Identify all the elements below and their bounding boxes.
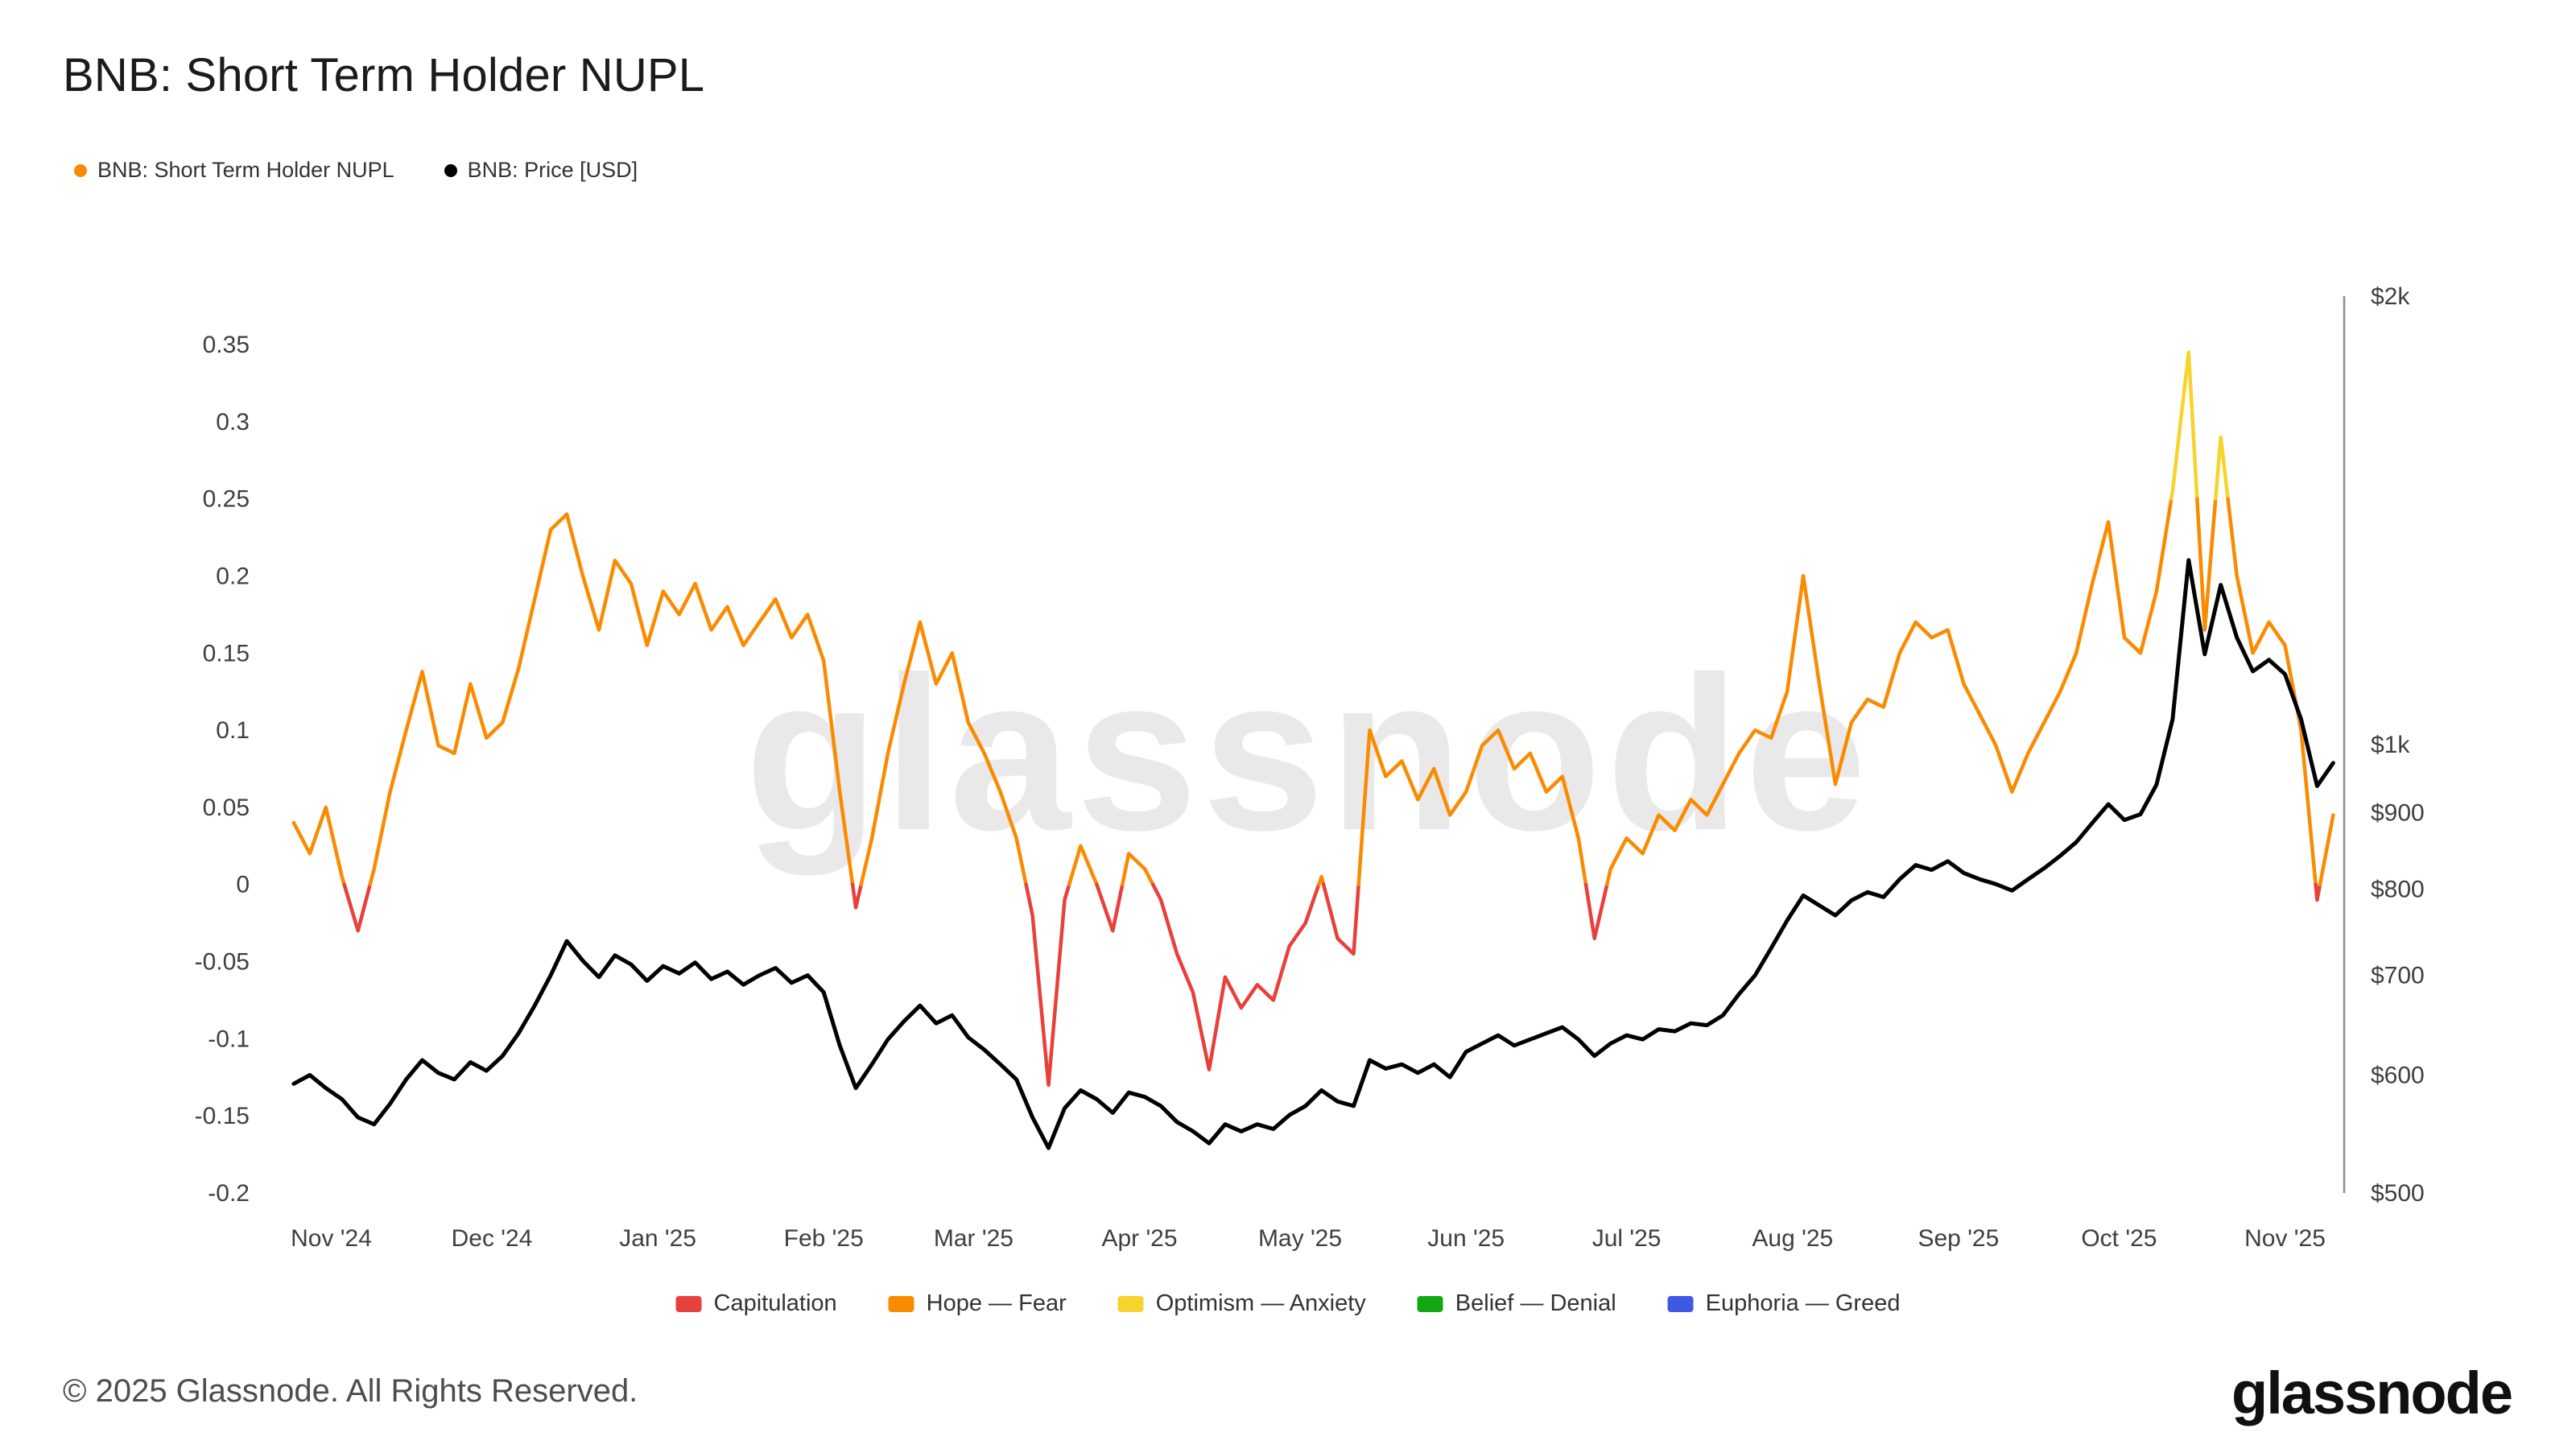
left-axis-tick: 0 xyxy=(236,872,250,898)
x-axis-tick: Feb '25 xyxy=(784,1225,864,1252)
band-legend-item-euphoria[interactable]: Euphoria — Greed xyxy=(1667,1290,1901,1317)
left-axis-tick: -0.1 xyxy=(208,1026,250,1052)
x-axis-tick: Jun '25 xyxy=(1427,1225,1505,1252)
left-axis-tick: 0.2 xyxy=(216,563,250,589)
right-axis-tick: $500 xyxy=(2371,1180,2425,1207)
series-legend-label: BNB: Short Term Holder NUPL xyxy=(97,158,394,182)
series-dot-icon xyxy=(444,163,457,177)
band-legend-item-belief[interactable]: Belief — Denial xyxy=(1417,1290,1616,1317)
band-legend-item-hope[interactable]: Hope — Fear xyxy=(888,1290,1067,1317)
band-swatch-icon xyxy=(1117,1295,1144,1312)
x-axis-tick: Apr '25 xyxy=(1101,1225,1177,1252)
band-swatch-icon xyxy=(675,1295,702,1312)
series-legend: BNB: Short Term Holder NUPL BNB: Price [… xyxy=(74,158,638,183)
left-axis-tick: 0.3 xyxy=(216,409,250,435)
left-axis-tick: -0.15 xyxy=(195,1103,250,1129)
nupl-line xyxy=(291,350,2335,1088)
right-axis-tick: $800 xyxy=(2371,876,2425,902)
right-axis-tick: $900 xyxy=(2371,800,2425,827)
x-axis-tick: Nov '25 xyxy=(2244,1225,2326,1252)
left-axis-tick: 0.25 xyxy=(203,486,250,513)
copyright-text: © 2025 Glassnode. All Rights Reserved. xyxy=(63,1373,638,1409)
right-axis-tick: $600 xyxy=(2371,1063,2425,1089)
band-label: Optimism — Anxiety xyxy=(1155,1290,1366,1316)
band-legend-item-optimism[interactable]: Optimism — Anxiety xyxy=(1117,1290,1366,1317)
x-axis-tick: Jan '25 xyxy=(619,1225,696,1252)
x-axis-tick: Mar '25 xyxy=(934,1225,1013,1252)
left-axis-tick: 0.15 xyxy=(203,640,250,667)
x-axis-tick: Jul '25 xyxy=(1592,1225,1662,1252)
right-axis-tick: $700 xyxy=(2371,963,2425,989)
x-axis-tick: Aug '25 xyxy=(1752,1225,1833,1252)
left-axis-tick: -0.05 xyxy=(195,949,250,976)
band-label: Capitulation xyxy=(713,1290,837,1316)
legend-item-price[interactable]: BNB: Price [USD] xyxy=(444,158,638,183)
glassnode-logo: glassnode xyxy=(2231,1360,2513,1426)
x-axis-tick: Oct '25 xyxy=(2081,1225,2157,1252)
x-axis-tick: Sep '25 xyxy=(1918,1225,1999,1252)
legend-item-nupl[interactable]: BNB: Short Term Holder NUPL xyxy=(74,158,394,183)
left-axis-tick: 0.05 xyxy=(203,795,250,821)
left-axis-tick: 0.1 xyxy=(216,717,250,744)
left-axis-tick: 0.35 xyxy=(203,332,250,358)
left-axis-tick: -0.2 xyxy=(208,1180,250,1207)
band-swatch-icon xyxy=(1417,1295,1443,1312)
right-axis-tick: $1k xyxy=(2371,732,2410,758)
band-label: Hope — Fear xyxy=(926,1290,1067,1316)
band-swatch-icon xyxy=(888,1295,914,1312)
band-legend-item-capitulation[interactable]: Capitulation xyxy=(675,1290,837,1317)
x-axis-tick: Dec '24 xyxy=(452,1225,533,1252)
series-legend-label: BNB: Price [USD] xyxy=(467,158,638,182)
series-dot-icon xyxy=(74,163,87,177)
glassnode-watermark: glassnode xyxy=(745,631,1871,877)
bands-legend: Capitulation Hope — Fear Optimism — Anxiet… xyxy=(675,1290,1901,1317)
band-label: Euphoria — Greed xyxy=(1705,1290,1901,1316)
x-axis-tick: May '25 xyxy=(1258,1225,1342,1252)
price-line xyxy=(291,558,2335,1150)
page-title: BNB: Short Term Holder NUPL xyxy=(63,49,705,101)
band-label: Belief — Denial xyxy=(1455,1290,1616,1316)
band-swatch-icon xyxy=(1667,1295,1694,1312)
x-axis-tick: Nov '24 xyxy=(291,1225,372,1252)
right-axis-tick: $2k xyxy=(2371,283,2410,310)
